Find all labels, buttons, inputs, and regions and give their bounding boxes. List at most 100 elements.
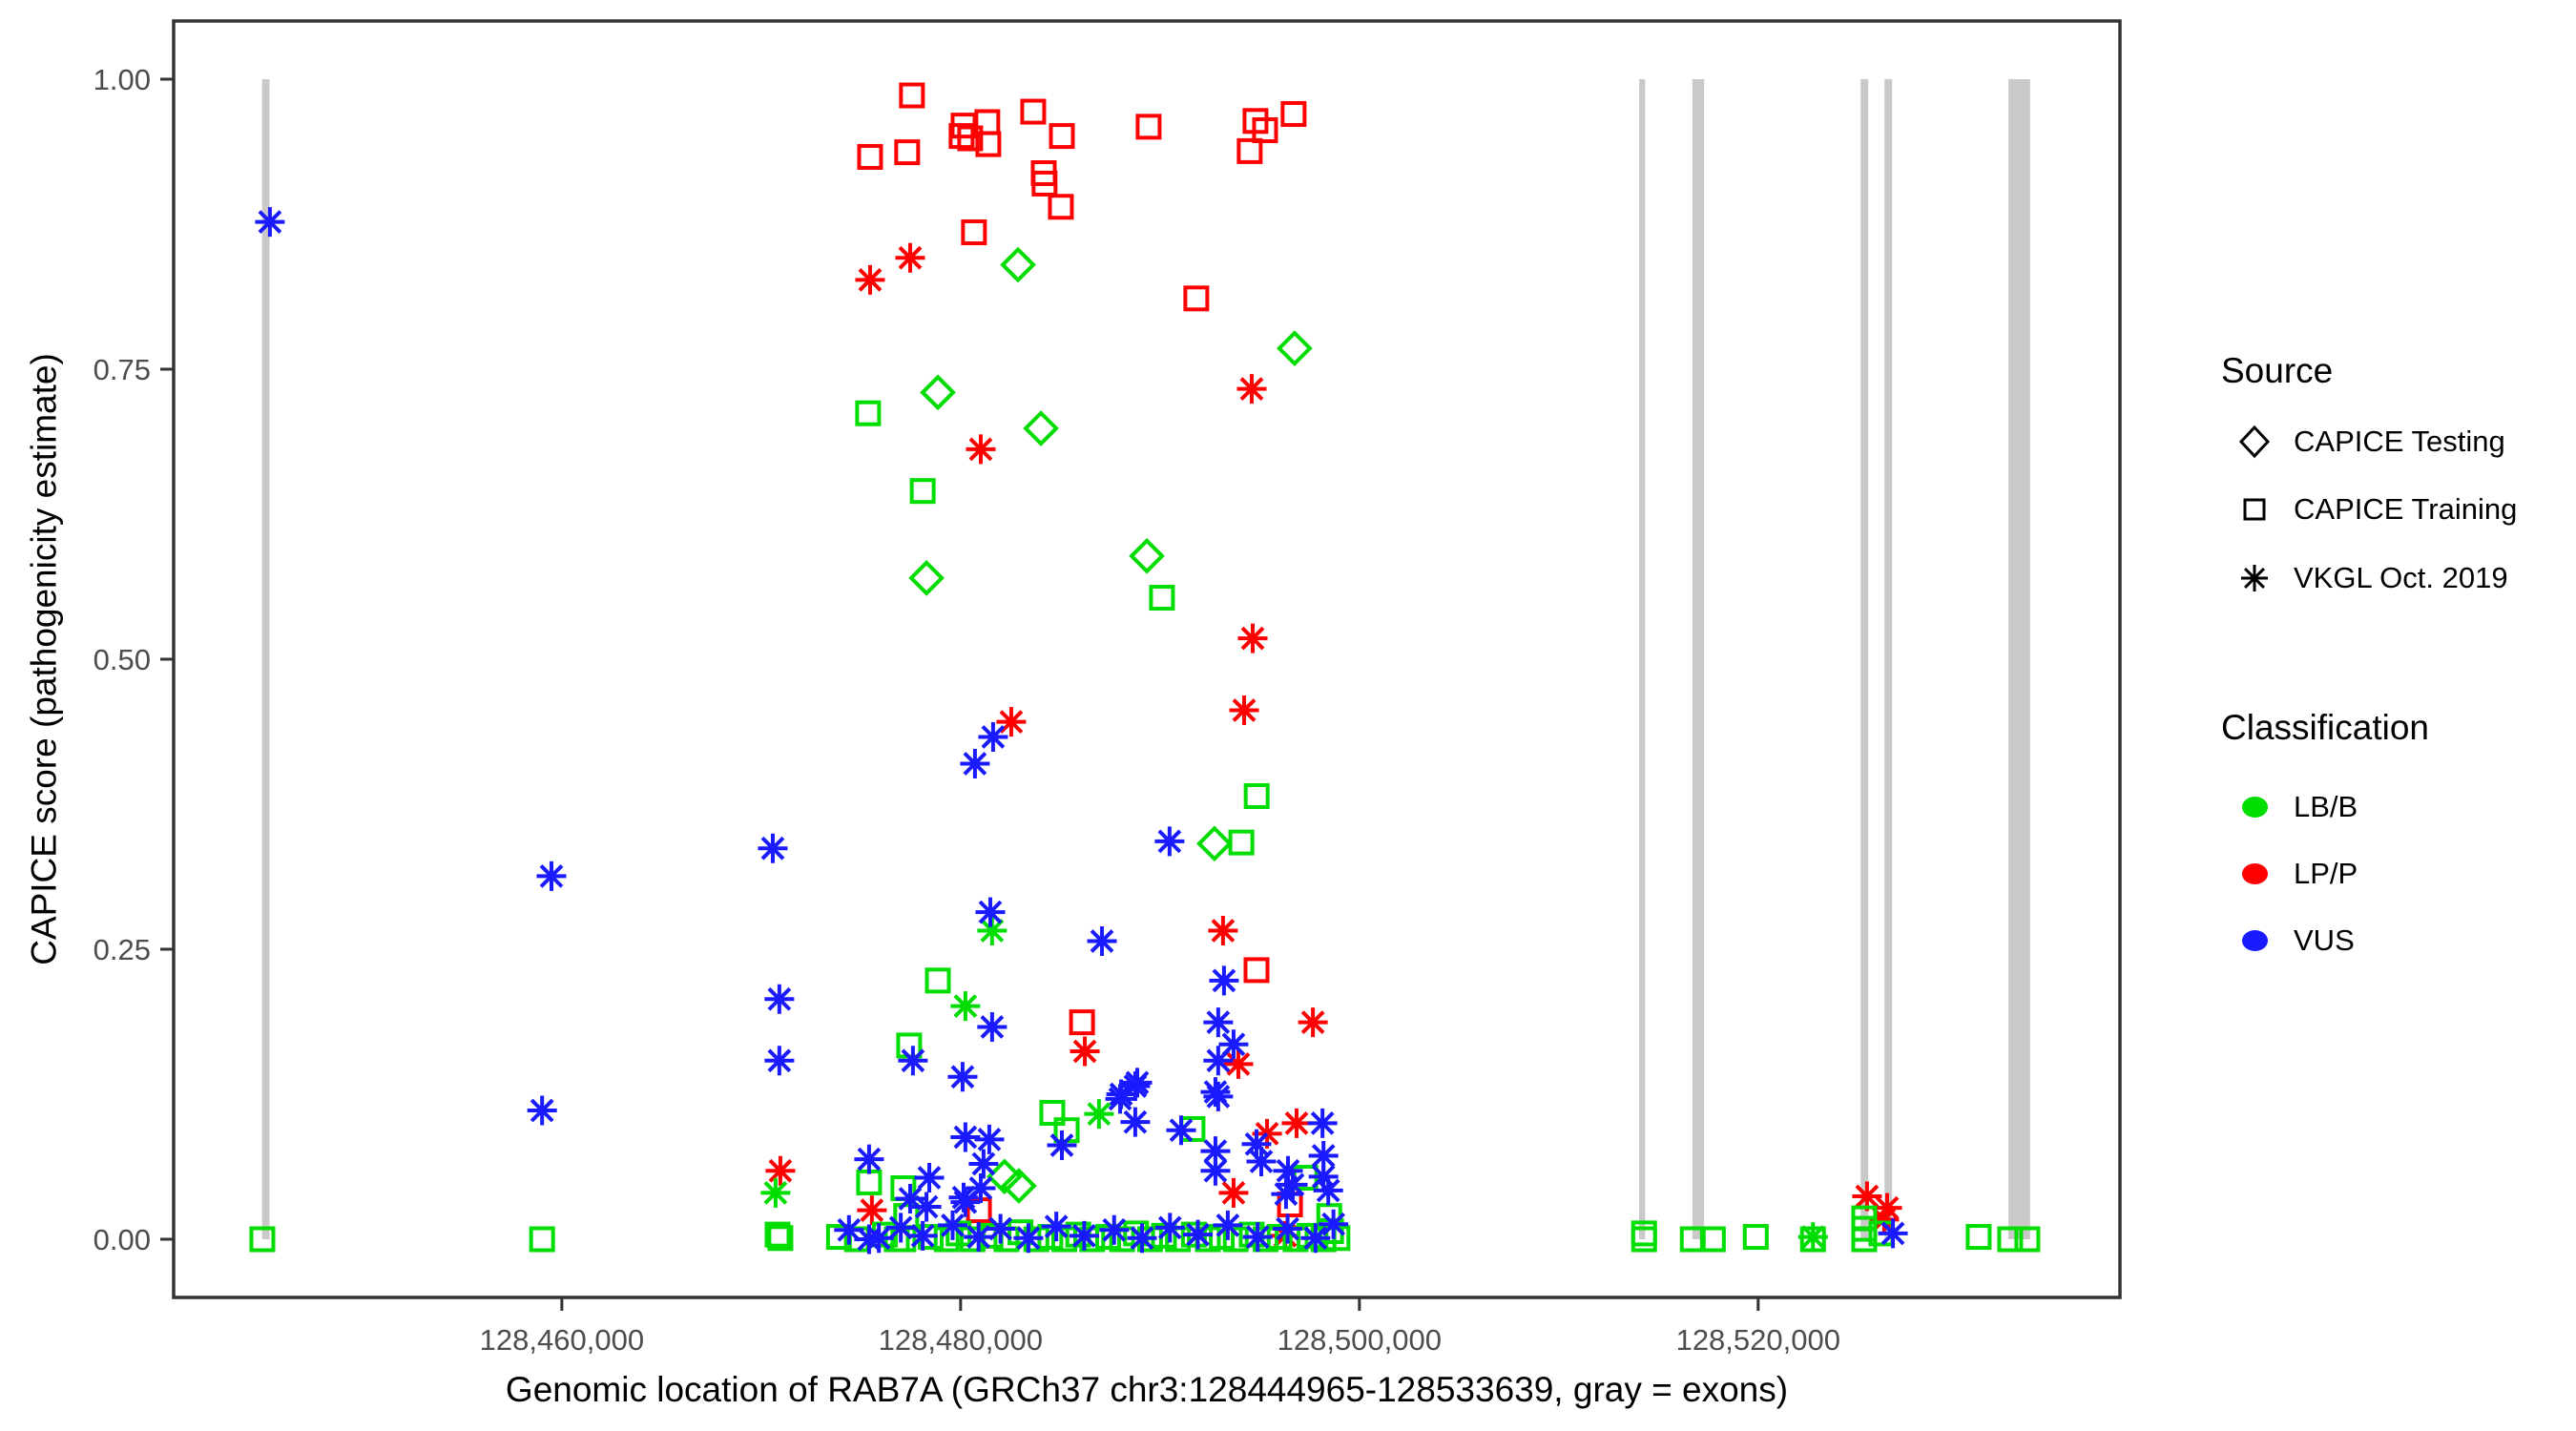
data-point-square	[855, 400, 882, 426]
data-point-asterisk	[1298, 1007, 1328, 1038]
data-point-square	[1965, 1224, 1992, 1251]
x-tick-label: 128,480,000	[879, 1323, 1043, 1357]
legend-item-label: LP/P	[2294, 857, 2358, 890]
data-point-asterisk	[1308, 1140, 1339, 1171]
data-point-asterisk	[950, 991, 981, 1022]
data-point-square	[767, 1225, 794, 1252]
data-point-square	[1631, 1220, 1657, 1247]
data-point-asterisk	[1166, 1115, 1196, 1146]
data-point-square	[1236, 137, 1263, 164]
asterisk-icon	[2233, 556, 2276, 600]
legend-item-lbb: LB/B	[2233, 785, 2358, 829]
square-icon	[2233, 487, 2276, 531]
data-point-asterisk	[1852, 1181, 1882, 1212]
data-point-square	[975, 131, 1002, 157]
data-point-asterisk	[1183, 1219, 1214, 1250]
data-point-asterisk	[1154, 1213, 1185, 1243]
data-point-asterisk	[857, 1195, 887, 1226]
data-point-square	[1243, 957, 1270, 984]
data-point-asterisk	[1087, 925, 1117, 956]
data-point-asterisk	[966, 434, 996, 465]
data-point-asterisk	[1273, 1213, 1303, 1244]
data-point-asterisk	[1872, 1192, 1902, 1223]
exon-band	[2008, 79, 2030, 1239]
data-point-asterisk	[1218, 1177, 1249, 1208]
legend-item-vkgl: VKGL Oct. 2019	[2233, 556, 2508, 600]
exon-band	[1692, 79, 1705, 1239]
data-point-asterisk	[1281, 1108, 1312, 1138]
data-point-square	[1020, 98, 1047, 125]
data-point-square	[1151, 1222, 1177, 1249]
y-tick-label: 0.25	[93, 933, 151, 966]
data-point-square	[1008, 1219, 1034, 1246]
y-tick-label: 1.00	[93, 63, 151, 96]
data-point-square	[1031, 170, 1058, 197]
data-point-square	[1243, 782, 1270, 809]
data-point-asterisk	[764, 1046, 795, 1076]
data-point-square	[1252, 117, 1278, 144]
data-point-diamond	[1277, 330, 1313, 366]
data-point-asterisk	[1213, 1210, 1243, 1240]
data-point-square	[961, 219, 987, 246]
data-point-diamond	[987, 1158, 1023, 1195]
data-point-asterisk	[907, 1220, 938, 1251]
data-point-square	[896, 1032, 923, 1059]
data-point-asterisk	[1242, 1222, 1273, 1253]
data-point-asterisk	[1106, 1079, 1136, 1110]
data-point-asterisk	[536, 861, 567, 891]
legend-item-label: CAPICE Testing	[2294, 425, 2505, 458]
exon-band	[261, 79, 270, 1239]
data-point-square	[1069, 1009, 1095, 1036]
data-point-asterisk	[1070, 1036, 1100, 1067]
data-point-asterisk	[1120, 1107, 1151, 1137]
data-point-asterisk	[975, 897, 1006, 927]
data-point-asterisk	[764, 984, 795, 1014]
data-point-asterisk	[977, 1011, 1008, 1042]
data-point-asterisk	[758, 833, 788, 863]
data-point-square	[857, 143, 883, 170]
data-point-asterisk	[1308, 1161, 1339, 1192]
legend-item-label: VUS	[2294, 923, 2355, 957]
data-point-diamond	[908, 560, 945, 596]
data-point-asterisk	[1099, 1214, 1130, 1245]
data-point-asterisk	[1246, 1147, 1277, 1177]
vus-dot-icon	[2233, 919, 2276, 963]
data-point-asterisk	[1869, 1204, 1900, 1234]
data-point-asterisk	[255, 207, 285, 238]
data-point-asterisk	[968, 1149, 999, 1179]
data-point-asterisk	[855, 264, 885, 295]
lbb-dot-icon	[2233, 785, 2276, 829]
legend-item-label: CAPICE Training	[2294, 492, 2518, 526]
data-point-asterisk	[1223, 1048, 1254, 1079]
data-point-asterisk	[1307, 1108, 1338, 1138]
data-point-asterisk	[1236, 374, 1267, 404]
data-point-asterisk	[978, 721, 1008, 752]
data-point-asterisk	[986, 1213, 1016, 1244]
x-axis-title: Genomic location of RAB7A (GRCh37 chr3:1…	[505, 1370, 1789, 1409]
data-point-asterisk	[834, 1214, 864, 1245]
data-point-square	[957, 125, 984, 152]
data-point-diamond	[1001, 1168, 1037, 1204]
x-tick-label: 128,520,000	[1676, 1323, 1840, 1357]
data-point-asterisk	[1319, 1209, 1349, 1239]
data-point-asterisk	[1084, 1099, 1114, 1130]
data-point-square	[249, 1226, 276, 1253]
data-point-asterisk	[1203, 1046, 1234, 1076]
y-tick-label: 0.75	[93, 353, 151, 386]
data-point-square	[1183, 285, 1210, 312]
lpp-dot-icon	[2233, 852, 2276, 896]
data-point-asterisk	[1154, 826, 1185, 857]
data-point-square	[1851, 1226, 1878, 1253]
data-point-asterisk	[977, 916, 1008, 946]
data-point-asterisk	[960, 748, 990, 778]
data-point-square	[894, 139, 921, 166]
data-point-asterisk	[1200, 1077, 1231, 1108]
data-point-asterisk	[895, 1183, 925, 1213]
data-point-square	[1742, 1224, 1769, 1251]
legend-source-title: Source	[2221, 351, 2334, 390]
data-point-asterisk	[1878, 1218, 1908, 1249]
data-point-square	[1049, 123, 1075, 150]
data-point-asterisk	[1218, 1029, 1249, 1060]
data-point-asterisk	[895, 242, 925, 273]
legend-item-capice-testing: CAPICE Testing	[2233, 420, 2505, 464]
